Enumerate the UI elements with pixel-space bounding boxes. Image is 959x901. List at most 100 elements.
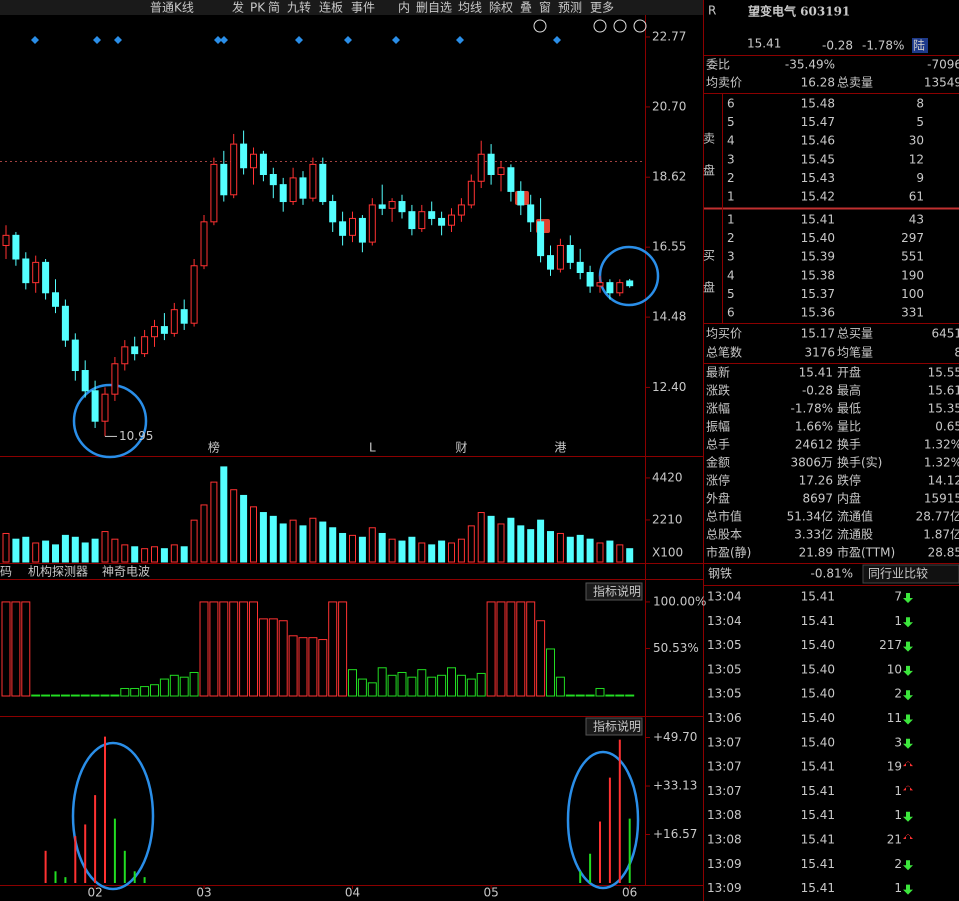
candle-body [190, 265, 198, 324]
ratio: -35.49% [785, 58, 835, 72]
volume-bar [517, 525, 525, 563]
button-bg[interactable] [585, 717, 643, 736]
tick-arrow [903, 617, 913, 628]
level-price: 15.45 [801, 152, 835, 166]
indicator-button: 指标说明 [593, 719, 641, 734]
level-volume: 551 [901, 250, 924, 264]
toolbar-item: PK [250, 1, 266, 15]
indicator-bar [80, 694, 90, 697]
level-price: 15.37 [801, 287, 835, 301]
toolbar-item: 删自选 [416, 1, 452, 15]
candle-body [210, 163, 218, 223]
level-volume: 100 [901, 287, 924, 301]
volume-bar [467, 525, 475, 563]
volume-bar [2, 532, 10, 563]
candle-body [230, 143, 238, 196]
stat-label: 跌停 [837, 473, 861, 488]
volume-bar [329, 527, 337, 563]
indicator-bar [367, 682, 377, 697]
tick-volume: 217 [879, 638, 902, 652]
stock-name: 望变电气 603191 [748, 4, 850, 19]
tick-volume: 1 [894, 784, 902, 798]
indicator-bar [625, 694, 635, 697]
stat-value: 0.65 [935, 420, 959, 434]
candle-body [596, 282, 604, 287]
tick-arrow [903, 641, 913, 652]
indicator-tab: 机构探测器 [28, 564, 88, 579]
indicator-bar [239, 601, 249, 697]
tick-volume: 1 [894, 614, 902, 628]
change: -0.28 [822, 39, 853, 53]
volume-bar [438, 540, 446, 563]
y-tick-label: +33.13 [653, 779, 697, 793]
toolbar-item: 发 [232, 0, 244, 15]
toolbar-bg [0, 0, 703, 15]
volume-bar [566, 536, 574, 563]
button-bg[interactable] [862, 564, 959, 584]
level-volume: 8 [916, 97, 924, 111]
volume-bar [220, 466, 228, 563]
tick-arrow [903, 834, 913, 839]
low-label: 10.95 [119, 429, 153, 443]
tick-volume: 11 [887, 711, 902, 725]
candle-body [507, 167, 515, 192]
level: 6 [727, 306, 735, 320]
candle-body [398, 201, 406, 213]
volume-bar [52, 544, 59, 563]
x-tick-label: 06 [622, 886, 637, 900]
volume-bar [497, 523, 505, 563]
stat-value: 17.26 [799, 474, 833, 488]
badge: 陆 [913, 38, 925, 53]
stat-value: 15.55 [928, 366, 959, 380]
tick-volume: 3 [894, 735, 902, 749]
indicator-bar [298, 637, 308, 697]
candle-body [378, 204, 386, 209]
highlight-ellipse [566, 750, 640, 890]
level-volume: 190 [901, 268, 924, 282]
candle-body [131, 346, 139, 355]
y-tick-label: 18.62 [652, 170, 686, 184]
candle-body [42, 261, 50, 294]
volume-bar [81, 542, 89, 563]
indicator-bar [397, 671, 407, 697]
volume-bar [319, 521, 327, 563]
tick-time: 13:04 [707, 614, 742, 628]
stat-label: 市盈(TTM) [837, 545, 895, 560]
level-price: 15.48 [801, 97, 835, 111]
tick-time: 13:07 [707, 735, 742, 749]
button-bg[interactable] [585, 582, 643, 601]
indicator-bar [506, 601, 516, 697]
level-price: 15.38 [801, 268, 835, 282]
indicator-bar [328, 601, 338, 697]
event-tag: 港 [554, 441, 566, 455]
highlight-circle [72, 383, 148, 459]
toolbar-item: 简 [268, 1, 280, 15]
ratio-label: 委比 [706, 58, 730, 72]
stat-value: 15.61 [928, 384, 959, 398]
indicator-bar [377, 667, 387, 697]
tick-volume: 1 [894, 808, 902, 822]
volume-bar [547, 531, 554, 563]
level: 2 [727, 171, 735, 185]
indicator-bar [348, 669, 357, 697]
event-tag: L [369, 441, 376, 455]
tick-time: 13:09 [707, 857, 742, 871]
volume-bar [121, 544, 129, 563]
y-tick-label: 2210 [652, 512, 683, 526]
tick-arrow [903, 761, 913, 767]
stat-value: -1.78% [791, 402, 833, 416]
total-bid-label: 总买量 [837, 327, 873, 341]
volume-bar [507, 517, 515, 563]
level-volume: 9 [916, 171, 924, 185]
volume-bar [190, 519, 198, 563]
level-price: 15.41 [801, 213, 835, 227]
chart-tools[interactable] [533, 19, 647, 33]
stat-label: 总手 [706, 438, 730, 452]
indicator-bar [130, 687, 140, 697]
stat-label: 市盈(静) [706, 545, 751, 560]
volume-bar [586, 538, 594, 563]
indicator-bar [486, 601, 496, 697]
tick-time: 13:07 [707, 784, 742, 798]
candle-body [606, 282, 614, 294]
